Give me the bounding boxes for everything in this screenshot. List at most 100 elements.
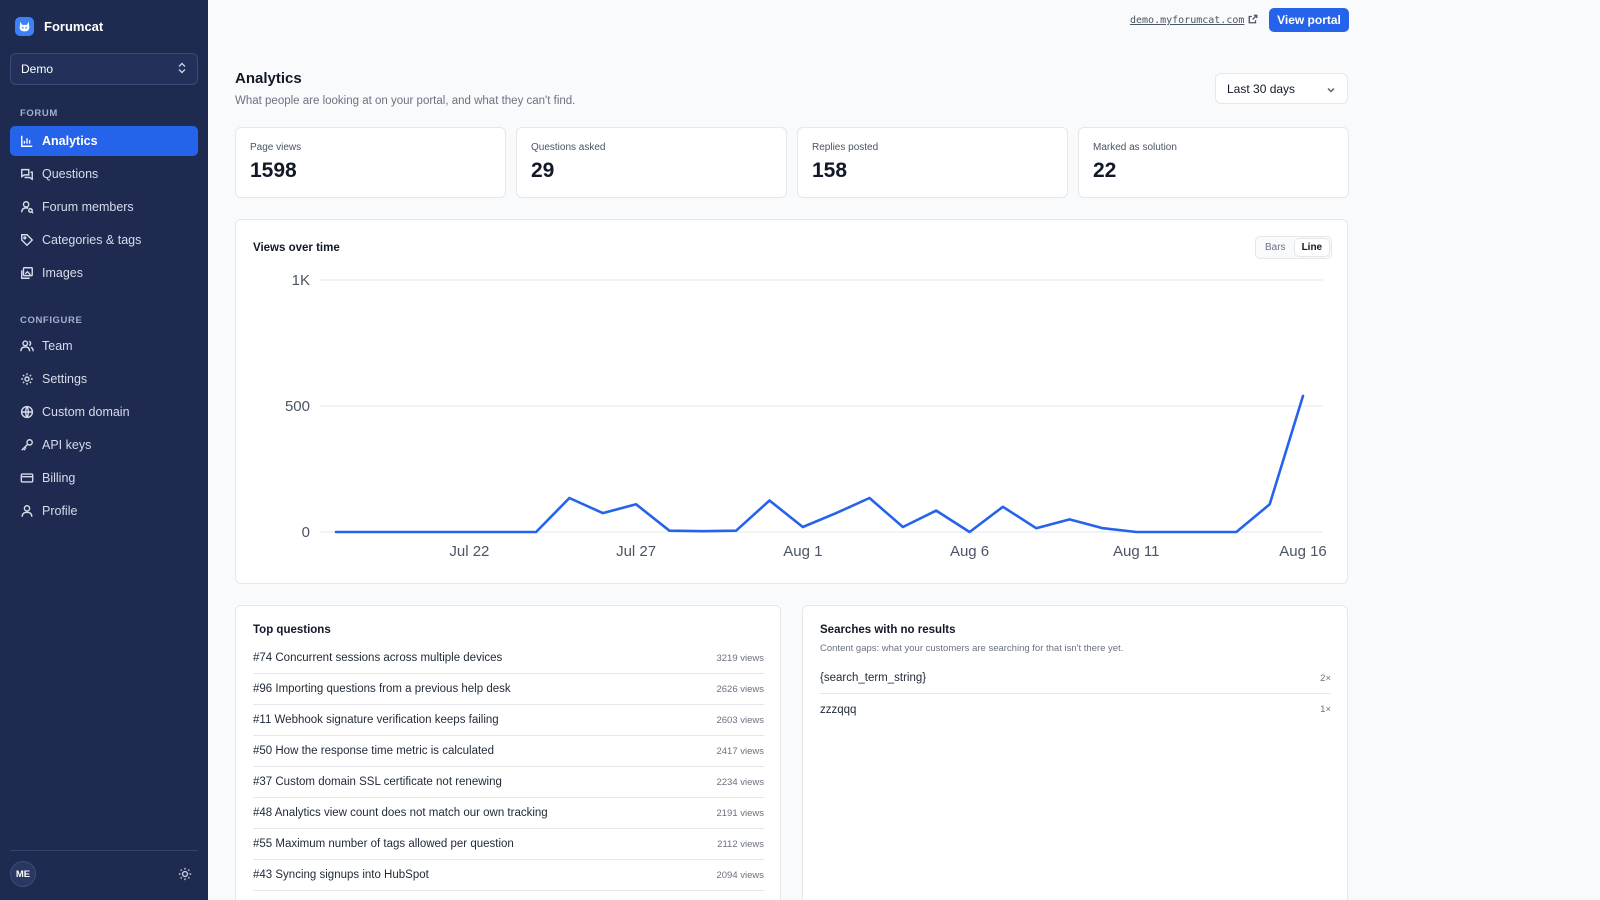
y-tick-label: 500: [285, 398, 310, 415]
portal-url: demo.myforumcat.com: [1130, 15, 1245, 26]
sidebar-item-billing[interactable]: Billing: [10, 463, 198, 493]
chevron-up-down-icon: [177, 62, 187, 77]
section-label-configure: CONFIGURE: [20, 315, 83, 326]
toggle-bars[interactable]: Bars: [1265, 242, 1286, 253]
sidebar-item-label: Profile: [42, 504, 78, 518]
sidebar-item-label: Settings: [42, 372, 88, 386]
sidebar-item-questions[interactable]: Questions: [10, 159, 198, 189]
stat-card-page-views: Page views 1598: [235, 127, 506, 198]
search-term: {search_term_string}: [820, 672, 927, 684]
x-tick-label: Aug 11: [1113, 543, 1159, 560]
chat-bubbles-icon: [20, 167, 34, 181]
no-results-subtitle: Content gaps: what your customers are se…: [820, 643, 1124, 654]
sidebar-item-profile[interactable]: Profile: [10, 496, 198, 526]
cat-icon: [15, 17, 34, 36]
search-term-row: {search_term_string} 2×: [820, 663, 1331, 694]
stat-label: Replies posted: [812, 142, 879, 153]
sidebar-item-categories-tags[interactable]: Categories & tags: [10, 225, 198, 255]
sidebar-item-label: API keys: [42, 438, 92, 452]
sidebar-item-images[interactable]: Images: [10, 258, 198, 288]
credit-card-icon: [20, 471, 34, 485]
views-line-chart: 1K 500 0 Jul 22 Jul 27 Aug 1 Aug 6 Aug 11 Aug 16: [285, 272, 1327, 560]
question-views: 2417 views: [716, 745, 764, 757]
bar-chart-icon: [20, 134, 34, 148]
sun-icon[interactable]: [177, 866, 193, 882]
question-row[interactable]: #11 Webhook signature verification keeps…: [253, 705, 764, 736]
stat-label: Questions asked: [531, 142, 606, 153]
workspace-selector[interactable]: Demo: [10, 53, 198, 85]
sidebar-divider: [10, 850, 198, 851]
sidebar-item-settings[interactable]: Settings: [10, 364, 198, 394]
key-icon: [20, 438, 34, 452]
question-title: #55 Maximum number of tags allowed per q…: [253, 838, 514, 850]
portal-link[interactable]: demo.myforumcat.com: [1130, 14, 1258, 27]
sidebar-item-label: Questions: [42, 167, 99, 181]
date-range-select[interactable]: Last 30 days: [1215, 73, 1348, 104]
sidebar-item-api-keys[interactable]: API keys: [10, 430, 198, 460]
page-subtitle: What people are looking at on your porta…: [235, 95, 576, 107]
search-term-row: zzzqqq 1×: [820, 694, 1331, 725]
sidebar-item-label: Categories & tags: [42, 233, 142, 247]
x-tick-label: Aug 16: [1279, 543, 1327, 560]
section-label-forum: FORUM: [20, 108, 58, 119]
question-views: 2191 views: [716, 807, 764, 819]
stat-value: 29: [531, 159, 555, 182]
question-views: 3219 views: [716, 652, 764, 664]
chart-type-toggle: Bars Line: [1255, 236, 1333, 259]
question-views: 2112 views: [717, 838, 764, 850]
question-row[interactable]: #50 How the response time metric is calc…: [253, 736, 764, 767]
user-icon: [20, 504, 34, 518]
sidebar-item-label: Analytics: [42, 134, 98, 148]
chart-title: Views over time: [253, 242, 340, 254]
x-tick-label: Aug 1: [783, 543, 822, 560]
question-title: #50 How the response time metric is calc…: [253, 745, 494, 757]
question-views: 2234 views: [716, 776, 764, 788]
globe-icon: [20, 405, 34, 419]
x-tick-label: Jul 27: [616, 543, 656, 560]
sidebar-item-analytics[interactable]: Analytics: [10, 126, 198, 156]
question-row[interactable]: #74 Concurrent sessions across multiple …: [253, 643, 764, 674]
sidebar-item-forum-members[interactable]: Forum members: [10, 192, 198, 222]
question-title: #48 Analytics view count does not match …: [253, 807, 548, 819]
sidebar-item-label: Forum members: [42, 200, 134, 214]
views-series-line: [334, 394, 1305, 534]
sidebar-item-label: Team: [42, 339, 73, 353]
workspace-name: Demo: [21, 62, 54, 76]
search-term: zzzqqq: [820, 703, 857, 716]
chevron-down-icon: [1326, 84, 1336, 94]
x-tick-label: Jul 22: [449, 543, 489, 560]
date-range-value: Last 30 days: [1227, 81, 1296, 96]
question-row[interactable]: #37 Custom domain SSL certificate not re…: [253, 767, 764, 798]
question-row[interactable]: #43 Syncing signups into HubSpot 2094 vi…: [253, 860, 764, 891]
sidebar-item-label: Custom domain: [42, 405, 130, 419]
gear-icon: [20, 372, 34, 386]
toggle-line[interactable]: Line: [1294, 239, 1330, 256]
sidebar-item-custom-domain[interactable]: Custom domain: [10, 397, 198, 427]
user-search-icon: [20, 200, 34, 214]
no-results-searches-card: Searches with no results Content gaps: w…: [802, 605, 1348, 900]
external-link-icon: [1248, 14, 1258, 27]
view-portal-button[interactable]: View portal: [1269, 8, 1349, 32]
question-title: #96 Importing questions from a previous …: [253, 683, 511, 695]
no-results-title: Searches with no results: [820, 624, 956, 636]
top-questions-title: Top questions: [253, 624, 331, 636]
question-views: 2094 views: [716, 869, 764, 881]
stat-value: 22: [1093, 159, 1117, 182]
sidebar-item-team[interactable]: Team: [10, 331, 198, 361]
y-tick-label: 0: [302, 524, 310, 541]
question-row[interactable]: #48 Analytics view count does not match …: [253, 798, 764, 829]
brand[interactable]: Forumcat: [15, 17, 103, 36]
stat-card-replies-posted: Replies posted 158: [797, 127, 1068, 198]
question-title: #11 Webhook signature verification keeps…: [253, 714, 499, 726]
question-title: #37 Custom domain SSL certificate not re…: [253, 776, 502, 788]
sidebar: Forumcat Demo FORUM Analytics Questions …: [0, 0, 208, 900]
question-row[interactable]: #55 Maximum number of tags allowed per q…: [253, 829, 764, 860]
avatar[interactable]: ME: [10, 861, 36, 887]
question-row[interactable]: #96 Importing questions from a previous …: [253, 674, 764, 705]
tag-icon: [20, 233, 34, 247]
stat-card-marked-as-solution: Marked as solution 22: [1078, 127, 1349, 198]
stat-value: 1598: [250, 159, 297, 182]
views-chart-card: 1K 500 0 Jul 22 Jul 27 Aug 1 Aug 6 Aug 11 Aug 16…: [235, 219, 1348, 584]
page-title: Analytics: [235, 70, 302, 87]
sidebar-item-label: Billing: [42, 471, 76, 485]
